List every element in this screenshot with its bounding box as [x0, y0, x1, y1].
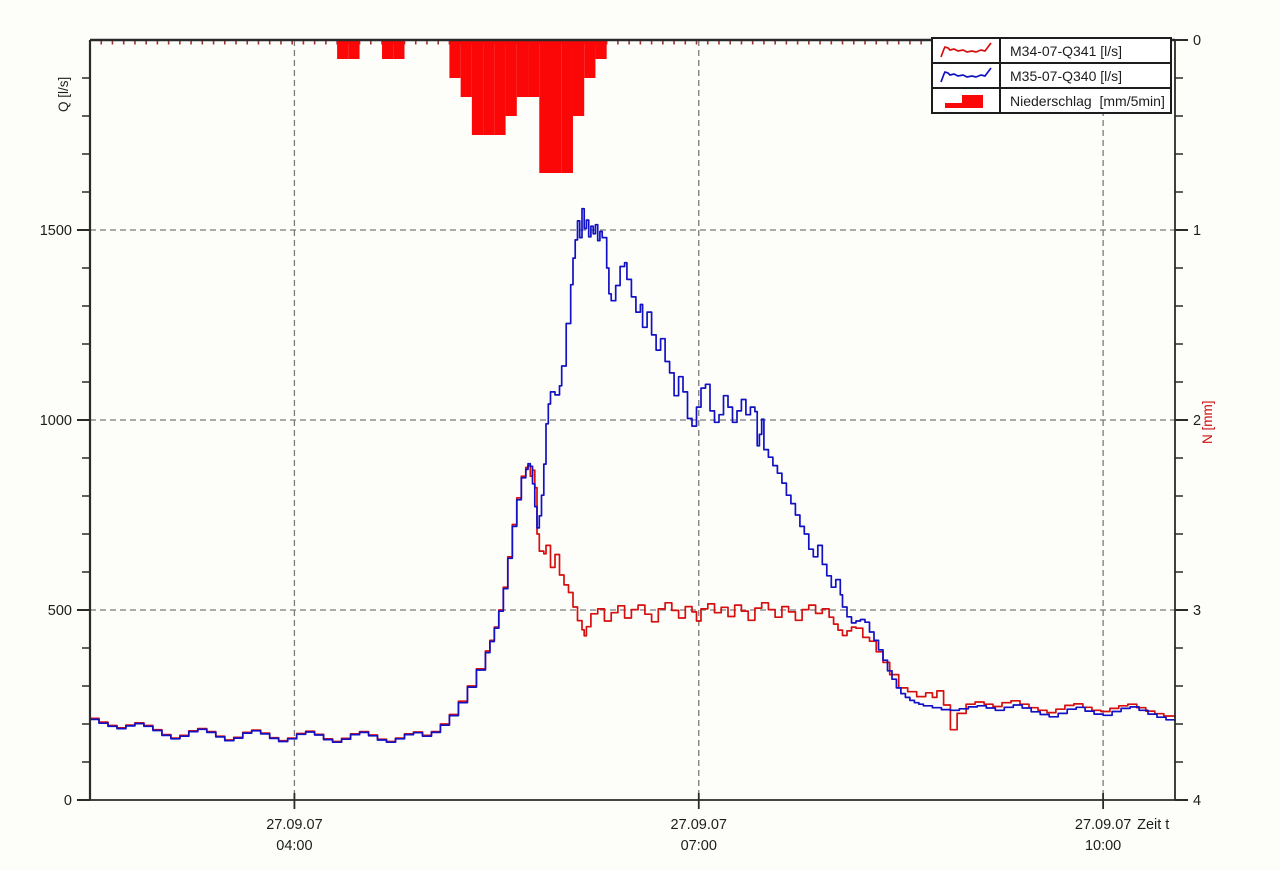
legend: M34-07-Q341 [l/s] M35-07-Q340 [l/s] Nieder…: [931, 37, 1172, 114]
y-left-tick-label: 1000: [40, 413, 72, 429]
y-left-tick-label: 500: [48, 603, 72, 619]
precip-bar: [561, 40, 573, 173]
y-right-axis-label: N [mm]: [1200, 401, 1215, 445]
x-tick-time-label: 10:00: [1085, 838, 1121, 854]
precip-bar: [337, 40, 349, 59]
x-tick-date-label: 27.09.07: [1075, 817, 1131, 833]
legend-bar-swatch-icon: [933, 89, 1001, 112]
x-tick-time-label: 04:00: [276, 838, 312, 854]
legend-item: M34-07-Q341 [l/s]: [933, 39, 1170, 64]
y-right-tick-label: 4: [1193, 793, 1201, 809]
precip-bar: [595, 40, 607, 59]
precip-bar: [494, 40, 506, 135]
precip-bar: [572, 40, 585, 116]
y-left-tick-label: 1500: [40, 223, 72, 239]
precip-bar: [393, 40, 405, 59]
precip-bar: [528, 40, 540, 97]
y-right-tick-label: 1: [1193, 223, 1201, 239]
y-right-tick-label: 2: [1193, 413, 1201, 429]
x-tick-time-label: 07:00: [681, 838, 717, 854]
precip-bar: [483, 40, 495, 135]
precip-bar: [348, 40, 360, 59]
legend-item-label: M35-07-Q340 [l/s]: [1010, 67, 1123, 84]
precip-bar: [471, 40, 484, 135]
plot-area: 0 500 1000 1500 0 1 2 3 4 27.09.07 04:00 27.09.07 07…: [40, 33, 1201, 854]
precip-bar: [516, 40, 529, 97]
y-right-tick-label: 0: [1193, 33, 1201, 49]
legend-item: Niederschlag [mm/5min]: [933, 89, 1170, 112]
legend-item: M35-07-Q340 [l/s]: [933, 64, 1170, 89]
legend-item-label: Niederschlag [mm/5min]: [1010, 92, 1165, 109]
precip-bar: [460, 40, 472, 97]
precip-bar: [584, 40, 596, 78]
x-tick-date-label: 27.09.07: [671, 817, 727, 833]
precip-bar: [382, 40, 394, 59]
legend-item-label: M34-07-Q341 [l/s]: [1010, 42, 1123, 59]
legend-line-swatch-icon: [933, 64, 1001, 87]
y-right-tick-label: 3: [1193, 603, 1201, 619]
precip-bar: [539, 40, 551, 173]
series-line-M35-07-Q340: [90, 207, 1176, 744]
y-left-tick-label: 0: [64, 793, 72, 809]
precip-bar: [550, 40, 562, 173]
x-tick-date-label: 27.09.07: [266, 817, 322, 833]
precip-bar: [505, 40, 517, 116]
series-line-M34-07-Q341: [90, 464, 1176, 743]
x-axis-title: Zeit t: [1137, 817, 1169, 833]
legend-line-swatch-icon: [933, 39, 1001, 62]
precip-bar: [449, 40, 461, 78]
y-left-axis-label: Q [l/s]: [56, 77, 71, 112]
